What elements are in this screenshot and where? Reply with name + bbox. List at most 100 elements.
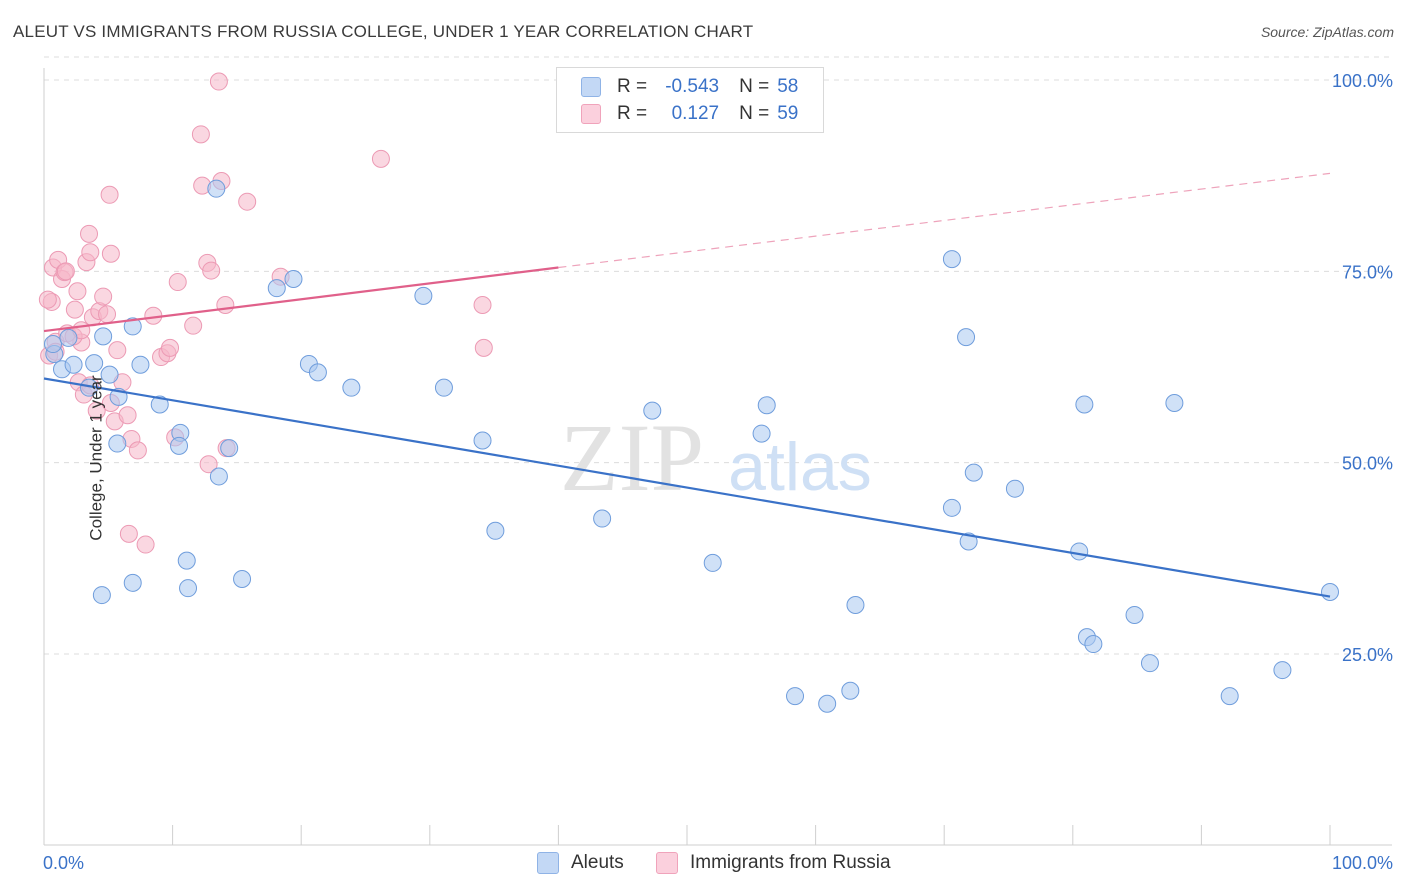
point-aleuts xyxy=(284,269,303,288)
bottom-swatch-aleuts xyxy=(537,852,559,874)
point-aleuts xyxy=(414,286,433,305)
point-aleuts xyxy=(209,467,228,486)
y-tick-label: 100.0% xyxy=(1332,71,1393,91)
point-aleuts xyxy=(85,354,104,373)
point-russia xyxy=(216,296,235,315)
correlation-legend: R = -0.543 N = 58 R = 0.127 N = 59 xyxy=(556,67,824,133)
point-russia xyxy=(65,300,84,319)
gridlines xyxy=(44,56,1392,655)
point-russia xyxy=(81,243,100,262)
watermark-zip: ZIP xyxy=(560,404,704,511)
trend-line-russia xyxy=(43,266,559,333)
point-aleuts xyxy=(1220,687,1239,706)
point-russia xyxy=(209,72,228,91)
legend-r-label: R = xyxy=(617,103,648,124)
point-aleuts xyxy=(1321,583,1339,602)
point-aleuts xyxy=(92,586,111,605)
legend-r-value-aleuts: -0.543 xyxy=(665,76,720,97)
legend-n-label: N = xyxy=(739,76,770,97)
point-aleuts xyxy=(170,436,189,455)
point-aleuts xyxy=(1165,393,1184,412)
point-russia xyxy=(38,290,57,309)
bottom-legend-aleuts: Aleuts xyxy=(537,852,624,874)
point-aleuts xyxy=(179,579,198,598)
point-aleuts xyxy=(308,363,327,382)
point-russia xyxy=(202,261,221,280)
point-russia xyxy=(80,224,99,243)
point-russia xyxy=(136,535,155,554)
source-label: Source: ZipAtlas.com xyxy=(1260,24,1394,40)
point-aleuts xyxy=(752,424,771,443)
point-aleuts xyxy=(643,401,662,420)
point-aleuts xyxy=(1005,479,1024,498)
point-aleuts xyxy=(123,573,142,592)
points-aleuts xyxy=(44,179,1339,713)
legend-r-label: R = xyxy=(617,76,648,97)
y-axis-label: College, Under 1 year xyxy=(86,375,106,541)
point-russia xyxy=(56,262,75,281)
point-russia xyxy=(161,338,180,357)
point-aleuts xyxy=(818,694,837,713)
point-russia xyxy=(168,273,187,292)
point-russia xyxy=(94,287,113,306)
point-aleuts xyxy=(131,355,150,374)
y-tick-label: 75.0% xyxy=(1342,262,1393,282)
legend-swatch-aleuts xyxy=(581,77,601,97)
point-russia xyxy=(474,338,493,357)
point-aleuts xyxy=(1075,395,1094,414)
legend-r-value-russia: 0.127 xyxy=(671,103,720,124)
point-russia xyxy=(101,244,120,263)
legend-row-russia: R = 0.127 N = 59 xyxy=(581,101,798,127)
point-russia xyxy=(191,125,210,144)
bottom-swatch-russia xyxy=(656,852,678,874)
point-aleuts xyxy=(59,328,78,347)
point-aleuts xyxy=(177,551,196,570)
point-aleuts xyxy=(1070,542,1089,561)
point-russia xyxy=(98,305,117,324)
point-russia xyxy=(68,282,87,301)
y-tick-label: 50.0% xyxy=(1342,454,1393,474)
x-tick-label: 100.0% xyxy=(1332,853,1393,873)
bottom-legend-label-aleuts: Aleuts xyxy=(571,852,624,873)
point-russia xyxy=(128,441,147,460)
point-aleuts xyxy=(942,250,961,269)
point-aleuts xyxy=(959,532,978,551)
point-aleuts xyxy=(123,317,142,336)
chart-title: ALEUT VS IMMIGRANTS FROM RUSSIA COLLEGE,… xyxy=(13,22,754,41)
point-russia xyxy=(371,149,390,168)
point-aleuts xyxy=(942,498,961,517)
point-aleuts xyxy=(841,681,860,700)
y-tick-label: 25.0% xyxy=(1342,645,1393,665)
tick-labels: 25.0% 50.0% 75.0% 100.0% 0.0% 100.0% xyxy=(43,71,1393,873)
point-aleuts xyxy=(100,365,119,384)
point-russia xyxy=(184,316,203,335)
point-aleuts xyxy=(846,596,865,615)
point-aleuts xyxy=(94,327,113,346)
legend-swatch-russia xyxy=(581,104,601,124)
legend-row-aleuts: R = -0.543 N = 58 xyxy=(581,74,798,100)
point-aleuts xyxy=(757,396,776,415)
axes xyxy=(43,68,1392,846)
watermark-atlas: atlas xyxy=(728,429,872,505)
bottom-legend-label-russia: Immigrants from Russia xyxy=(690,852,891,873)
points-immigrants-from-russia xyxy=(38,72,493,554)
point-aleuts xyxy=(786,687,805,706)
point-russia xyxy=(119,524,138,543)
x-tick-label: 0.0% xyxy=(43,853,84,873)
point-aleuts xyxy=(486,521,505,540)
point-aleuts xyxy=(233,569,252,588)
point-aleuts xyxy=(1084,635,1103,654)
point-aleuts xyxy=(207,179,226,198)
legend-n-label: N = xyxy=(739,103,770,124)
point-aleuts xyxy=(703,553,722,572)
point-aleuts xyxy=(150,395,169,414)
trend-lines xyxy=(43,172,1331,598)
point-russia xyxy=(87,401,106,420)
trend-line-russia-extrapolated xyxy=(558,172,1331,269)
legend-n-value-russia: 59 xyxy=(777,103,799,124)
point-russia xyxy=(199,455,218,474)
point-aleuts xyxy=(964,463,983,482)
point-aleuts xyxy=(64,355,83,374)
point-aleuts xyxy=(1125,605,1144,624)
trend-line-aleuts xyxy=(43,377,1331,598)
